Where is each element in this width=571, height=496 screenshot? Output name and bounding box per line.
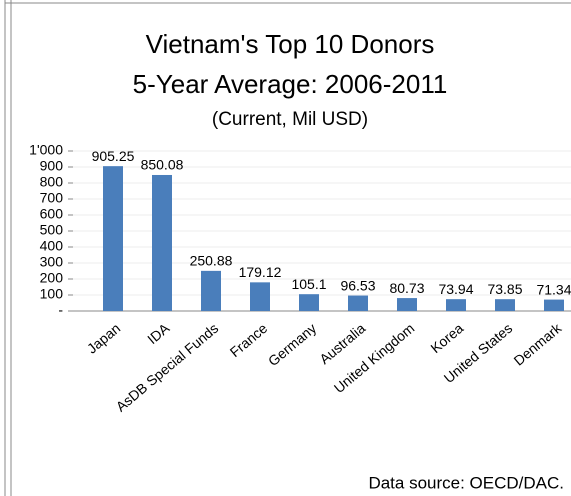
bar xyxy=(201,270,221,311)
bar xyxy=(250,282,270,311)
y-tick-label: 700 xyxy=(40,190,64,206)
y-tick-label: 100 xyxy=(40,286,64,302)
y-tick-label: 500 xyxy=(40,222,64,238)
x-tick-label: France xyxy=(227,320,271,360)
x-tick-label: IDA xyxy=(144,319,173,347)
value-label: 850.08 xyxy=(141,157,184,173)
x-tick-label: Germany xyxy=(265,320,319,369)
bar xyxy=(397,298,417,311)
bar xyxy=(299,294,319,311)
value-label: 105.1 xyxy=(291,276,326,292)
bar xyxy=(544,299,564,311)
bar xyxy=(348,295,368,311)
y-tick-label: 600 xyxy=(40,206,64,222)
bar xyxy=(495,299,515,311)
y-tick-label: 300 xyxy=(40,254,64,270)
value-label: 96.53 xyxy=(340,277,375,293)
y-tick-label: 900 xyxy=(40,158,64,174)
value-label: 73.94 xyxy=(438,281,473,297)
x-tick-label: Denmark xyxy=(511,319,566,368)
y-tick-label: 200 xyxy=(40,270,64,286)
value-label: 905.25 xyxy=(92,148,135,164)
x-tick-label: Japan xyxy=(84,320,124,357)
bar xyxy=(446,299,466,311)
value-label: 71.34 xyxy=(536,281,571,297)
bar xyxy=(152,174,172,311)
chart-subtitle: 5-Year Average: 2006-2011 xyxy=(133,69,448,99)
value-label: 179.12 xyxy=(239,264,282,280)
value-label: 80.73 xyxy=(389,280,424,296)
source-note: Data source: OECD/DAC. xyxy=(368,473,564,492)
bar xyxy=(103,166,123,311)
x-tick-label: Korea xyxy=(427,320,466,356)
y-tick-label: 400 xyxy=(40,238,64,254)
y-tick-label: 1'000 xyxy=(29,142,63,158)
y-tick-label: - xyxy=(58,302,63,318)
value-label: 250.88 xyxy=(190,253,233,269)
chart-title: Vietnam's Top 10 Donors xyxy=(146,29,435,59)
value-label: 73.85 xyxy=(487,281,522,297)
y-tick-label: 800 xyxy=(40,174,64,190)
y-axis-title: (Current, Mil USD) xyxy=(212,109,368,130)
